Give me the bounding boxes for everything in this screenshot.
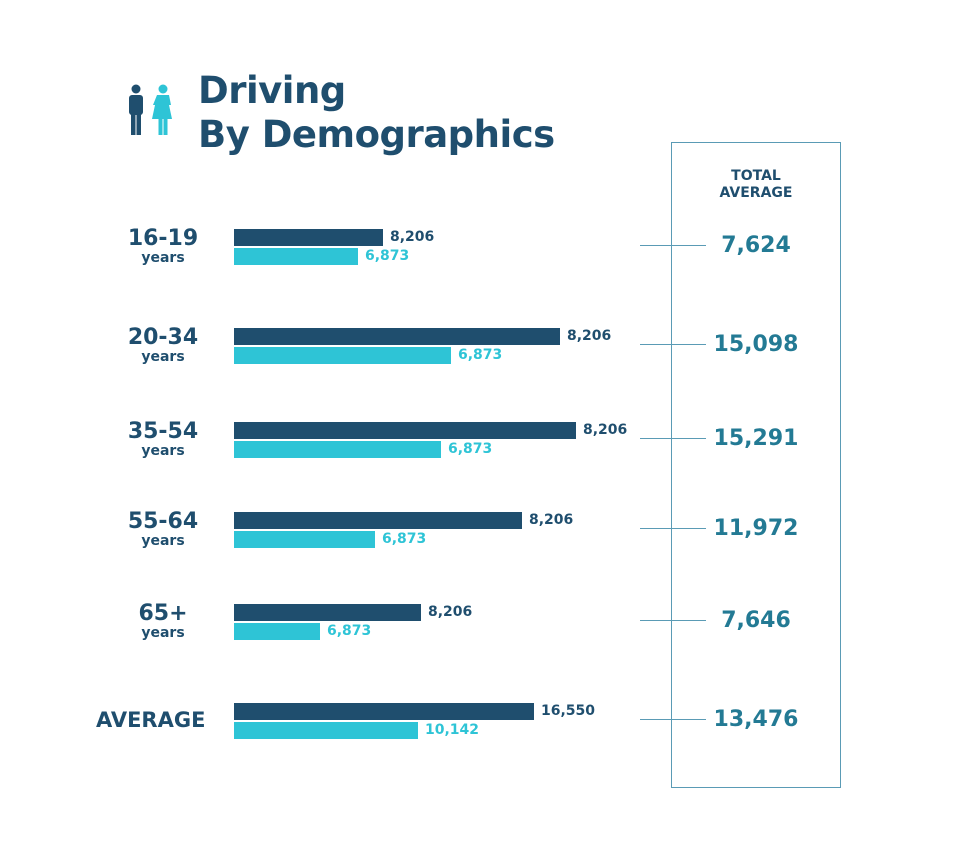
bar-series-1 (234, 328, 560, 345)
bar-label-series-2: 6,873 (448, 441, 493, 457)
bar-label-series-1: 16,550 (541, 703, 596, 719)
total-average-header: TOTAL AVERAGE (671, 168, 841, 202)
total-average-value: 15,098 (713, 332, 799, 357)
average-label: AVERAGE (96, 708, 206, 732)
header-line-1: TOTAL (731, 168, 781, 184)
title-line-1: Driving (198, 69, 346, 112)
age-range: 35-54 (127, 419, 199, 444)
connector-line (640, 438, 706, 439)
total-average-value: 7,646 (721, 608, 791, 633)
header-line-2: AVERAGE (719, 185, 793, 201)
bar-label-series-2: 6,873 (365, 248, 410, 264)
age-range: 55-64 (127, 509, 199, 534)
age-unit: years (141, 349, 185, 365)
age-range: 16-19 (127, 226, 199, 251)
total-average-value: 7,624 (721, 233, 791, 258)
bar-label-series-2: 10,142 (425, 722, 480, 738)
bar-label-series-1: 8,206 (583, 422, 628, 438)
age-label: 55-64 years (100, 510, 226, 549)
bar-series-1 (234, 703, 534, 720)
age-label: 35-54 years (100, 420, 226, 459)
bar-label-series-2: 6,873 (382, 531, 427, 547)
male-person-icon (129, 84, 143, 135)
bar-series-2 (234, 441, 441, 458)
female-person-icon (152, 84, 172, 135)
bar-series-2 (234, 531, 375, 548)
age-label: 16-19 years (100, 227, 226, 266)
bar-series-2 (234, 722, 418, 739)
connector-line (640, 344, 706, 345)
age-label: 20-34 years (100, 326, 226, 365)
age-unit: years (141, 625, 185, 641)
bar-series-1 (234, 604, 421, 621)
people-icons (129, 84, 172, 135)
connector-line (640, 620, 706, 621)
connector-line (640, 719, 706, 720)
bar-series-2 (234, 623, 320, 640)
bar-series-1 (234, 229, 383, 246)
bar-series-2 (234, 248, 358, 265)
bar-label-series-1: 8,206 (529, 512, 574, 528)
age-label: 65+ years (100, 602, 226, 641)
bar-label-series-1: 8,206 (390, 229, 435, 245)
age-range: 20-34 (127, 325, 199, 350)
connector-line (640, 528, 706, 529)
bar-label-series-2: 6,873 (458, 347, 503, 363)
total-average-box (671, 142, 841, 788)
bar-label-series-1: 8,206 (567, 328, 612, 344)
age-unit: years (141, 533, 185, 549)
total-average-value: 15,291 (713, 426, 799, 451)
bar-series-2 (234, 347, 451, 364)
age-range: 65+ (138, 601, 188, 626)
bar-series-1 (234, 422, 576, 439)
bar-series-1 (234, 512, 522, 529)
connector-line (640, 245, 706, 246)
bar-label-series-1: 8,206 (428, 604, 473, 620)
total-average-value: 13,476 (713, 707, 799, 732)
total-average-value: 11,972 (713, 516, 799, 541)
title-line-2: By Demographics (198, 113, 555, 156)
bar-label-series-2: 6,873 (327, 623, 372, 639)
age-unit: years (141, 250, 185, 266)
age-unit: years (141, 443, 185, 459)
